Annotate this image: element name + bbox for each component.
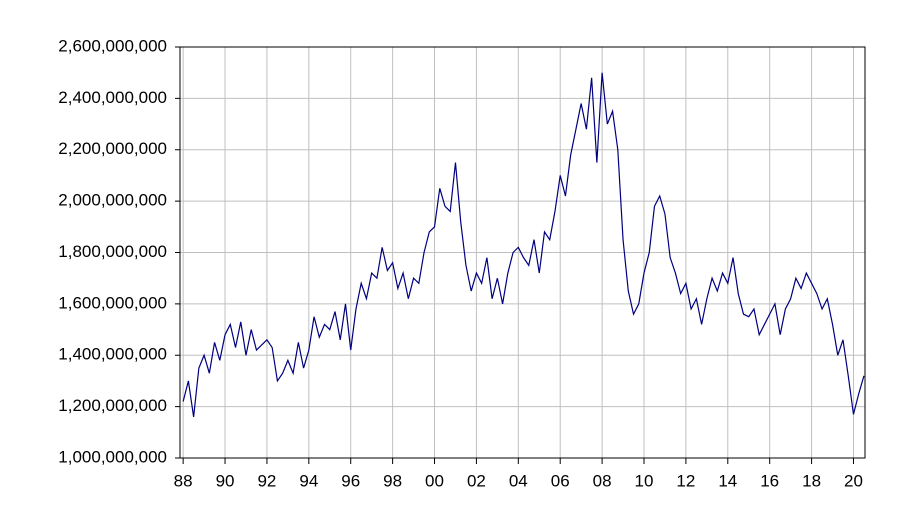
x-tick-label: 04 xyxy=(509,471,528,490)
y-tick-label: 2,200,000,000 xyxy=(58,139,167,158)
y-tick-label: 1,600,000,000 xyxy=(58,293,167,312)
x-tick-label: 12 xyxy=(676,471,695,490)
x-tick-label: 92 xyxy=(257,471,276,490)
data-line xyxy=(182,72,865,417)
x-tick-label: 06 xyxy=(551,471,570,490)
x-tick-label: 16 xyxy=(760,471,779,490)
x-tick-label: 00 xyxy=(425,471,444,490)
y-tick-label: 2,000,000,000 xyxy=(58,191,167,210)
x-tick-label: 14 xyxy=(718,471,737,490)
y-tick-label: 1,800,000,000 xyxy=(58,242,167,261)
y-tick-label: 2,400,000,000 xyxy=(58,88,167,107)
y-tick-label: 1,000,000,000 xyxy=(58,447,167,466)
x-tick-label: 20 xyxy=(844,471,863,490)
x-tick-label: 90 xyxy=(216,471,235,490)
x-tick-label: 10 xyxy=(635,471,654,490)
y-tick-label: 1,400,000,000 xyxy=(58,345,167,364)
x-tick-label: 98 xyxy=(383,471,402,490)
plot-frame xyxy=(179,46,866,459)
x-tick-label: 08 xyxy=(593,471,612,490)
y-tick-label: 2,600,000,000 xyxy=(58,36,167,55)
x-tick-label: 88 xyxy=(174,471,193,490)
x-tick-label: 96 xyxy=(341,471,360,490)
x-tick-label: 18 xyxy=(802,471,821,490)
y-tick-label: 1,200,000,000 xyxy=(58,396,167,415)
x-tick-label: 02 xyxy=(467,471,486,490)
x-tick-label: 94 xyxy=(299,471,318,490)
